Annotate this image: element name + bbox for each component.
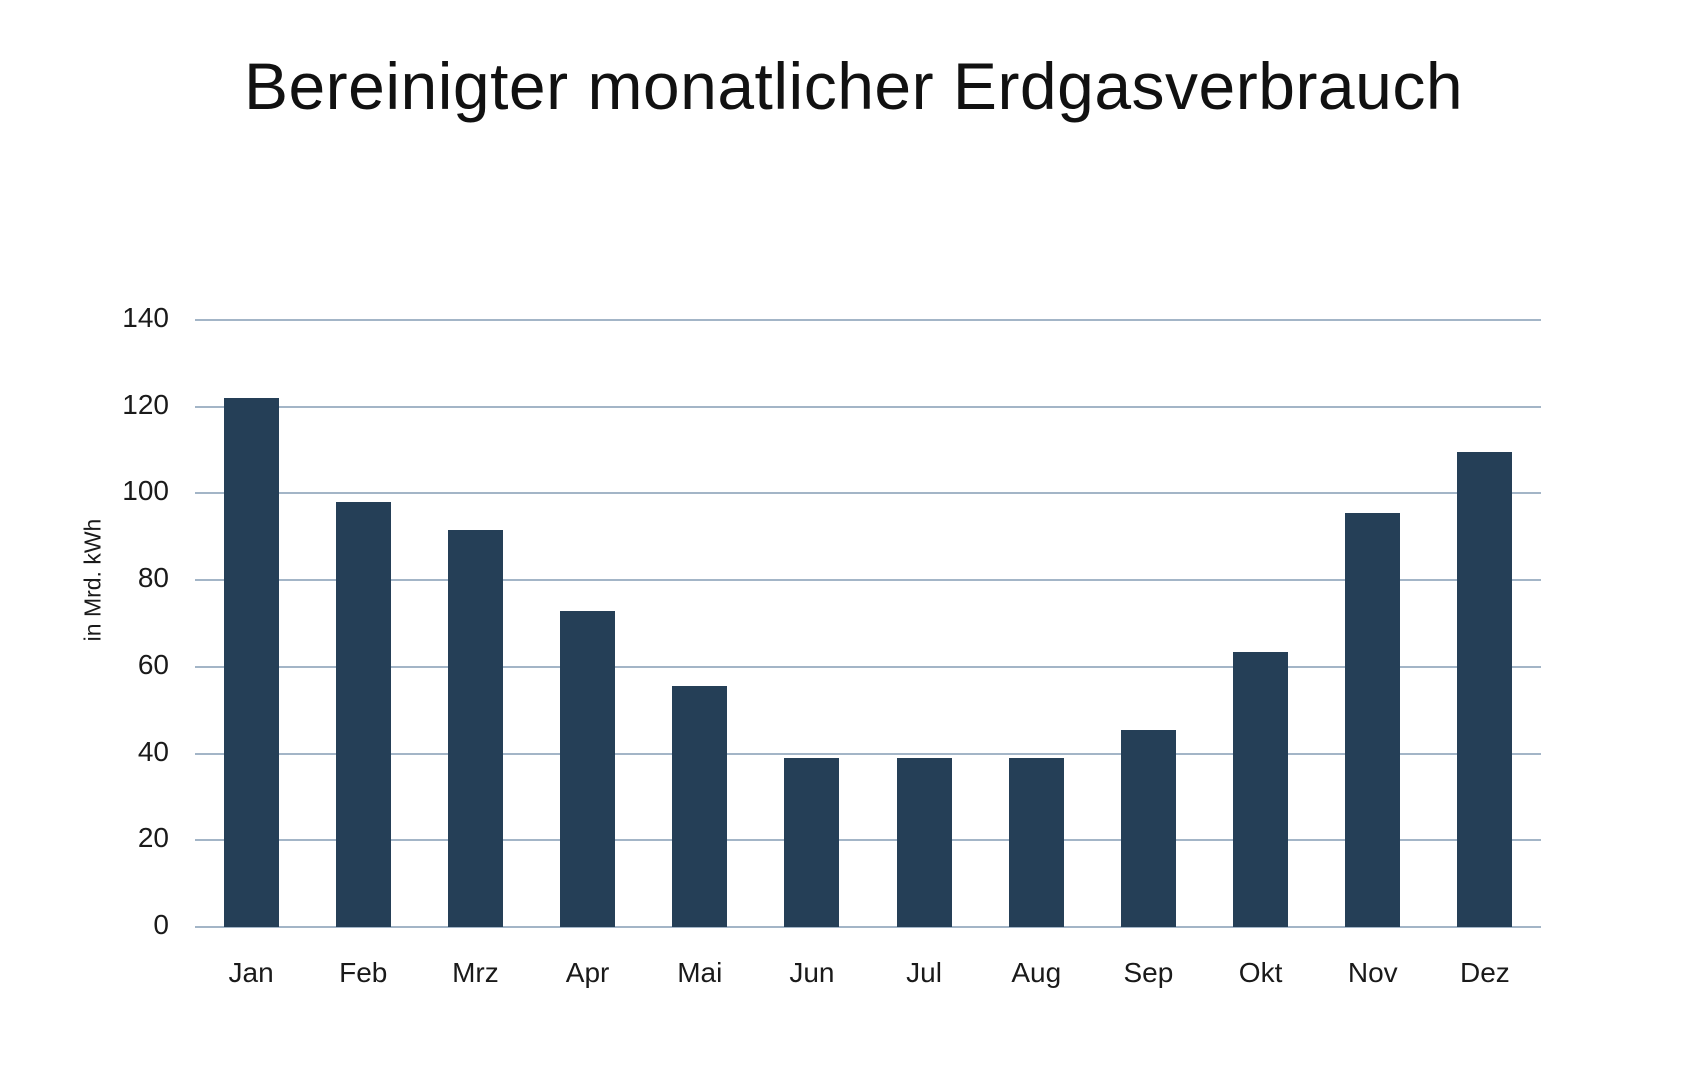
x-tick-label-feb: Feb [339, 957, 388, 988]
x-tick-label-jan: Jan [228, 957, 274, 988]
gridline-80 [195, 579, 1541, 582]
bar-jan [223, 398, 279, 927]
x-tick-label-jul: Jul [906, 957, 942, 988]
bar-mai [672, 686, 728, 927]
bar-nov [1345, 512, 1401, 927]
y-tick-label-140: 140 [122, 302, 169, 333]
y-tick-label-80: 80 [137, 562, 169, 594]
bar-feb [335, 502, 391, 927]
y-tick-label-20: 20 [137, 822, 169, 854]
bar-apr [560, 610, 616, 927]
y-tick-label-0: 0 [153, 909, 169, 940]
x-tick-label-mai: Mai [677, 957, 723, 988]
gridline-60 [195, 665, 1541, 668]
bar-mrz [447, 530, 503, 927]
gridline-120 [195, 405, 1541, 408]
x-tick-label-mrz: Mrz [452, 957, 499, 988]
x-tick-label-dez: Dez [1460, 957, 1510, 988]
plot-area: 0 20 40 60 80 100 120 140 Jan Feb Mrz Apr Mai Jun Jul A… [122, 302, 1541, 988]
x-tick-label-okt: Okt [1238, 957, 1283, 988]
bar-okt [1233, 651, 1289, 927]
y-axis-title: in Mrd. kWh [79, 518, 106, 642]
gridline-40 [195, 752, 1541, 755]
x-tick-label-sep: Sep [1123, 957, 1174, 988]
bar-sep [1120, 729, 1176, 927]
y-tick-label-60: 60 [137, 648, 169, 680]
y-tick-label-40: 40 [137, 735, 169, 767]
gridline-0 [195, 926, 1541, 928]
y-tick-label-120: 120 [122, 388, 169, 420]
x-tick-label-aug: Aug [1011, 957, 1062, 988]
chart-title: Bereinigter monatlicher Erdgasverbrauch [243, 49, 1464, 123]
gridline-20 [195, 839, 1541, 842]
bar-jul [896, 757, 952, 927]
gridline-100 [195, 492, 1541, 495]
gridline-140 [195, 319, 1541, 321]
x-tick-label-nov: Nov [1347, 957, 1398, 988]
bar-dez [1457, 452, 1513, 927]
bar-jun [784, 757, 840, 927]
x-tick-label-jun: Jun [789, 957, 835, 988]
x-tick-label-apr: Apr [565, 957, 610, 988]
bar-aug [1008, 757, 1064, 927]
y-tick-label-100: 100 [122, 475, 169, 507]
